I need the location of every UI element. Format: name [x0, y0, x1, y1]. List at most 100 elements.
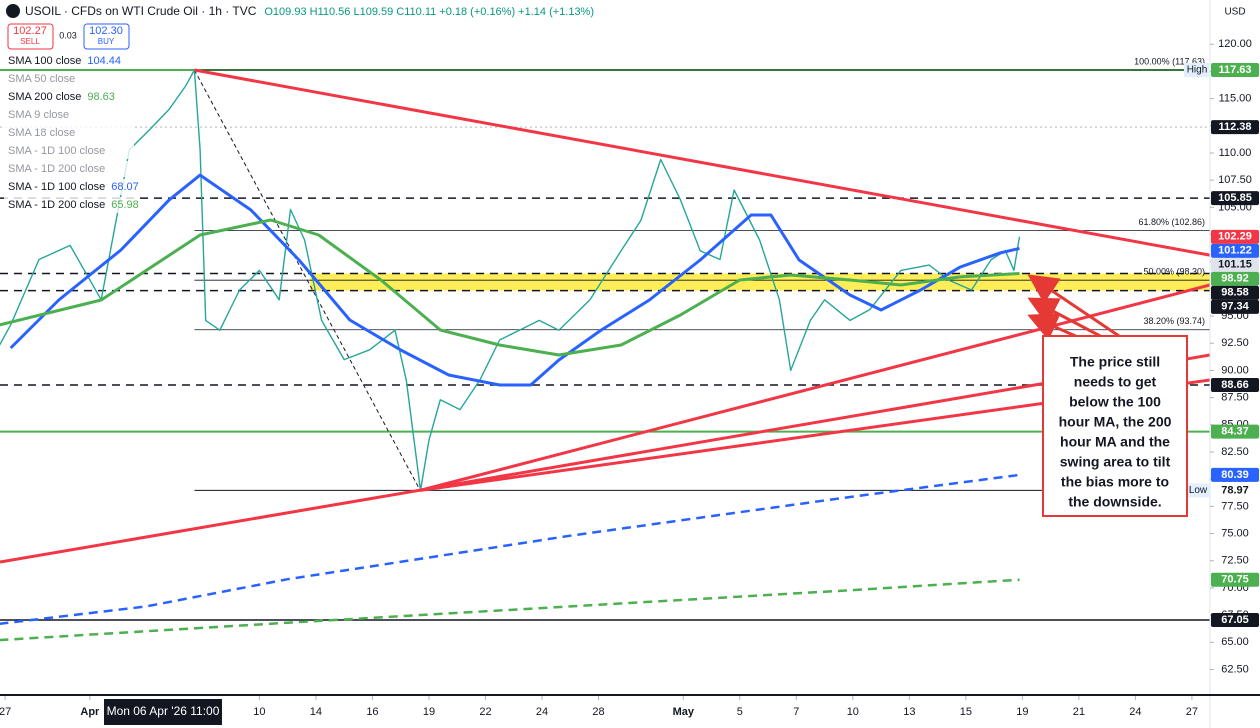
annotation-line: hour MA and the	[1060, 434, 1170, 450]
annotation-line: swing area to tilt	[1060, 454, 1171, 470]
annotation-line: hour MA, the 200	[1059, 414, 1172, 430]
legend-bg	[4, 179, 134, 195]
legend-value: 68.07	[111, 181, 139, 193]
legend-value: 98.63	[87, 91, 115, 103]
price-tag-label: 117.63	[1218, 64, 1251, 76]
trendline	[194, 68, 1210, 257]
legend-bg	[4, 71, 134, 87]
price-tag	[1211, 378, 1259, 393]
x-tick-label: 5	[737, 706, 743, 718]
arrow	[1027, 274, 1123, 340]
price-tag	[1211, 243, 1259, 258]
x-tick-label: 28	[592, 706, 604, 718]
price-tag-label: 98.92	[1221, 273, 1249, 285]
legend-bg	[4, 107, 134, 123]
series-line	[0, 473, 1020, 625]
x-tick-label: 19	[1016, 706, 1028, 718]
price-tag-label: 84.37	[1221, 426, 1249, 438]
legend-name: SMA 200 close	[8, 91, 81, 103]
trendline	[0, 353, 1210, 564]
legend-bg	[4, 143, 134, 159]
legend-bg	[4, 197, 134, 213]
price-tag	[1211, 271, 1259, 286]
fib-connector	[193, 69, 421, 491]
price-tag	[1211, 572, 1259, 587]
y-tick-label: 120.00	[1218, 38, 1252, 50]
sell-price: 102.27	[13, 25, 47, 37]
buy-button[interactable]	[83, 23, 130, 50]
fib-label: 50.00% (98.30)	[1143, 267, 1205, 277]
spread: 0.03	[59, 30, 77, 40]
x-tick-label: Apr	[80, 706, 100, 718]
x-tick-label: 13	[903, 706, 915, 718]
price-tag-label: 101.15	[1218, 259, 1252, 271]
price-tag-label: 98.58	[1221, 287, 1249, 299]
x-tick-label: 10	[253, 706, 265, 718]
y-tick-label: 75.00	[1221, 527, 1249, 539]
price-tag	[1211, 467, 1259, 482]
price-tag	[1211, 612, 1259, 627]
price-tag-label: 67.05	[1221, 614, 1249, 626]
arrows	[1027, 274, 1123, 341]
x-tick-label: 16	[366, 706, 378, 718]
y-tick-label: 72.50	[1221, 555, 1249, 567]
x-tick-label: 15	[960, 706, 972, 718]
legend-name: SMA 18 close	[8, 127, 75, 139]
fib-label: 61.80% (102.86)	[1138, 217, 1205, 227]
y-tick-label: 82.50	[1221, 446, 1249, 458]
legend-bg	[4, 89, 134, 105]
price-tag-label: 80.39	[1221, 469, 1249, 481]
price-tag-label: 88.66	[1221, 379, 1249, 391]
price-tag	[1211, 424, 1259, 439]
cursor-label: Mon 06 Apr '26 11:00	[107, 704, 220, 718]
legend-name: SMA - 1D 200 close	[8, 163, 105, 175]
annotation-line: The price still	[1070, 354, 1160, 370]
price-tag	[1211, 285, 1259, 300]
y-tick-label: 87.50	[1221, 392, 1249, 404]
x-tick-label: May	[673, 706, 695, 718]
legend-bg	[4, 161, 134, 177]
cursor-label-bg	[104, 699, 222, 725]
axes: HighLow62.5065.0067.5070.0072.5075.0077.…	[0, 38, 1259, 725]
x-tick-label: 7	[793, 706, 799, 718]
legend: SMA 100 close 104.44 SMA 50 close SMA 200 c…	[4, 53, 139, 213]
ohlc: O109.93 H110.56 L109.59 C110.11 +0.18 (+…	[264, 6, 594, 18]
price-tag	[1211, 229, 1259, 244]
fib-label: 38.20% (93.74)	[1143, 316, 1205, 326]
low-label-bg	[1186, 483, 1210, 498]
price-tag-label: 102.29	[1218, 231, 1252, 243]
annotation-line: below the 100	[1069, 394, 1161, 410]
legend-name: SMA 50 close	[8, 73, 75, 85]
high-label-bg	[1184, 63, 1210, 78]
price-tag-label: 70.75	[1221, 574, 1249, 586]
price-tag-label: 78.97	[1221, 484, 1249, 496]
swing-band	[310, 273, 1210, 291]
y-tick-label: 107.50	[1218, 174, 1252, 186]
price-tag-label: 105.85	[1218, 192, 1252, 204]
series-line	[0, 218, 1020, 357]
price-tag	[1211, 63, 1259, 78]
x-tick-label: 19	[423, 706, 435, 718]
legend-name: SMA - 1D 100 close	[8, 181, 105, 193]
currency: USD	[1224, 7, 1245, 18]
x-tick-label: 24	[536, 706, 548, 718]
chart-title: USOIL · CFDs on WTI Crude Oil · 1h · TVC	[25, 4, 257, 18]
sell-button[interactable]	[7, 23, 54, 50]
plot-area: 100.00% (117.63) 61.80% (102.86) 50.00% (9…	[0, 56, 1210, 642]
y-tick-label: 110.00	[1219, 147, 1252, 159]
x-tick-label: 24	[1129, 706, 1141, 718]
series-line	[9, 173, 1020, 387]
series-line	[0, 578, 1020, 642]
price-tag	[1211, 483, 1259, 498]
annotation-line: the bias more to	[1061, 474, 1169, 490]
y-tick-label: 65.00	[1221, 636, 1249, 648]
legend-bg	[4, 53, 134, 69]
legend-name: SMA 100 close	[8, 55, 81, 67]
legend-name: SMA 9 close	[8, 109, 69, 121]
annotation-line: the downside.	[1068, 494, 1161, 510]
high-label: High	[1187, 65, 1208, 76]
annotation-line: needs to get	[1074, 374, 1157, 390]
x-tick-label: 21	[1073, 706, 1085, 718]
legend-value: 104.44	[87, 55, 121, 67]
